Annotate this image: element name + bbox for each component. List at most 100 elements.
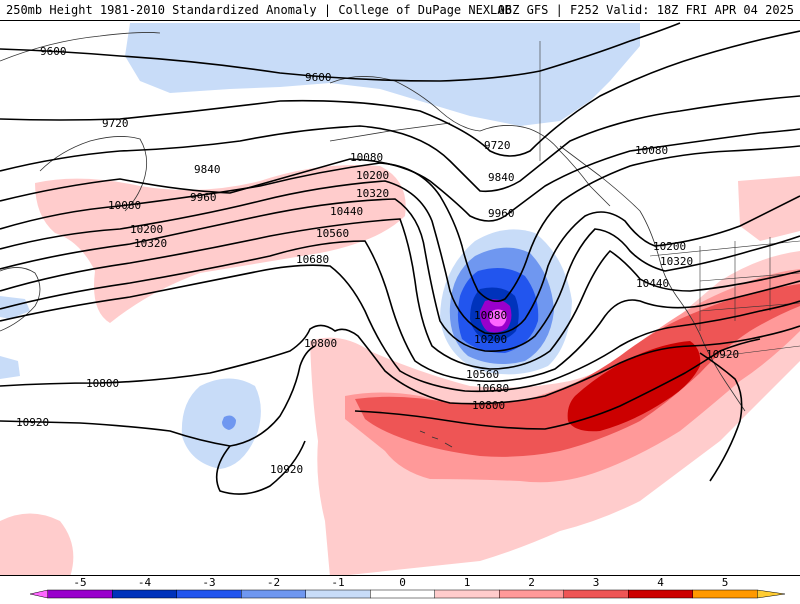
contour-label: 9600 [305, 71, 332, 84]
contour-label: 10440 [330, 205, 363, 218]
colorbar-tick-label: 5 [722, 576, 729, 589]
contour-label: 10800 [86, 377, 119, 390]
contour-10440 [0, 218, 800, 370]
contour-label: 10320 [356, 187, 389, 200]
contour-label: 10920 [270, 463, 303, 476]
contour-label: 10800 [472, 399, 505, 412]
contour-label: 10200 [653, 240, 686, 253]
anomaly-neg6-low [489, 309, 507, 327]
kamchatka-coast [39, 136, 148, 212]
colorbar-segment [499, 589, 564, 599]
map-header: 250mb Height 1981-2010 Standardized Anom… [0, 0, 800, 20]
colorbar-tick-label: -1 [331, 576, 344, 589]
contour-10920-c [354, 338, 761, 430]
colorbar-ticks: -5 -4 -3 -2 -1 0 1 2 3 4 5 [73, 576, 728, 589]
contour-label: 10680 [476, 382, 509, 395]
colorbar-segment [305, 589, 371, 599]
anomaly-pos3-band [355, 284, 800, 457]
japan-coast [0, 267, 41, 332]
contour-label: 10800 [304, 337, 337, 350]
contour-label: 10200 [356, 169, 389, 182]
contour-label: 10320 [134, 237, 167, 250]
anomaly-pos1-canada [738, 176, 800, 241]
contour-labels: 9600 9600 9720 9720 9840 9840 9960 9960 … [16, 45, 739, 476]
contour-label: 10080 [635, 144, 668, 157]
contour-10080-a [0, 145, 800, 302]
positive-anomaly-shading [0, 165, 800, 575]
aleutian-chain [329, 122, 451, 142]
colorbar-tick-label: -2 [267, 576, 280, 589]
anomaly-map: 9600 9600 9720 9720 9840 9840 9960 9960 … [0, 22, 800, 575]
contour-label: 10080 [474, 309, 507, 322]
contour-label: 10680 [296, 253, 329, 266]
contour-label: 9600 [40, 45, 67, 58]
anomaly-pos4-core [567, 341, 701, 432]
colorbar-tick-label: -5 [73, 576, 86, 589]
contour-label: 9960 [488, 207, 515, 220]
contour-10920-b [215, 440, 306, 495]
contour-label: 10200 [130, 223, 163, 236]
contour-label: 10080 [350, 151, 383, 164]
colorbar-segment [757, 589, 786, 599]
contour-label: 10200 [474, 333, 507, 346]
colorbar-segment [563, 589, 629, 599]
colorbar-tick-label: 1 [464, 576, 471, 589]
colorbar-tick-label: 3 [593, 576, 600, 589]
contour-label: 9960 [190, 191, 217, 204]
contour-label: 10920 [16, 416, 49, 429]
contour-label: 9840 [194, 163, 221, 176]
colorbar-tick-label: 4 [657, 576, 664, 589]
colorbar-tick-label: 0 [399, 576, 406, 589]
colorbar-segment [692, 589, 758, 599]
colorbar-segment [47, 589, 113, 599]
contour-9600 [0, 22, 681, 82]
contour-10680 [0, 264, 800, 393]
colorbar-blocks [29, 589, 786, 599]
colorbar-svg: -5 -4 -3 -2 -1 0 1 2 3 4 5 [29, 576, 786, 599]
anomaly-neg1-west-edge-2 [0, 356, 20, 379]
anomaly-colorbar: -5 -4 -3 -2 -1 0 1 2 3 4 5 [0, 576, 800, 600]
map-title: 250mb Height 1981-2010 Standardized Anom… [6, 3, 512, 17]
colorbar-segment [176, 589, 242, 599]
us-mexico-border [719, 345, 800, 357]
map-panel: 9600 9600 9720 9720 9840 9840 9960 9960 … [0, 20, 800, 576]
colorbar-tick-label: -4 [138, 576, 152, 589]
anomaly-neg2-pacific [222, 415, 236, 430]
anomaly-pos1-south-pacific [0, 513, 74, 575]
anomaly-pos1-west-pacific [35, 165, 406, 323]
colorbar-tick-label: -3 [202, 576, 215, 589]
colorbar-segment [241, 589, 306, 599]
contour-label: 10080 [108, 199, 141, 212]
contour-label: 9720 [484, 139, 511, 152]
colorbar-segment [370, 589, 435, 599]
hawaii-islands [419, 430, 453, 448]
contour-10920-d [699, 352, 743, 482]
contour-label: 10920 [706, 348, 739, 361]
height-contours [0, 22, 800, 495]
anomaly-neg1-alaska [125, 23, 640, 126]
contour-9840 [0, 95, 800, 193]
colorbar-tick-label: 2 [528, 576, 535, 589]
contour-label: 10560 [316, 227, 349, 240]
contour-label: 9720 [102, 117, 129, 130]
contour-label: 9840 [488, 171, 515, 184]
model-run-info: 06Z GFS | F252 Valid: 18Z FRI APR 04 202… [497, 3, 794, 17]
contour-10560 [0, 240, 800, 383]
contour-label: 10560 [466, 368, 499, 381]
contour-label: 10440 [636, 277, 669, 290]
anomaly-neg1-pacific [181, 378, 261, 469]
contour-9960 [0, 128, 800, 222]
contour-10320 [0, 198, 800, 353]
contour-label: 10320 [660, 255, 693, 268]
colorbar-segment [628, 589, 693, 599]
contour-10200 [0, 180, 800, 335]
bc-coast [559, 145, 746, 412]
state-grid-1 [699, 237, 800, 331]
colorbar-segment [434, 589, 500, 599]
contour-9720 [0, 30, 800, 157]
colorbar-segment [29, 589, 48, 599]
colorbar-segment [112, 589, 177, 599]
contour-10920-a [0, 345, 316, 447]
anomaly-neg1-west-edge [0, 296, 30, 319]
contour-10800-a [0, 324, 800, 405]
